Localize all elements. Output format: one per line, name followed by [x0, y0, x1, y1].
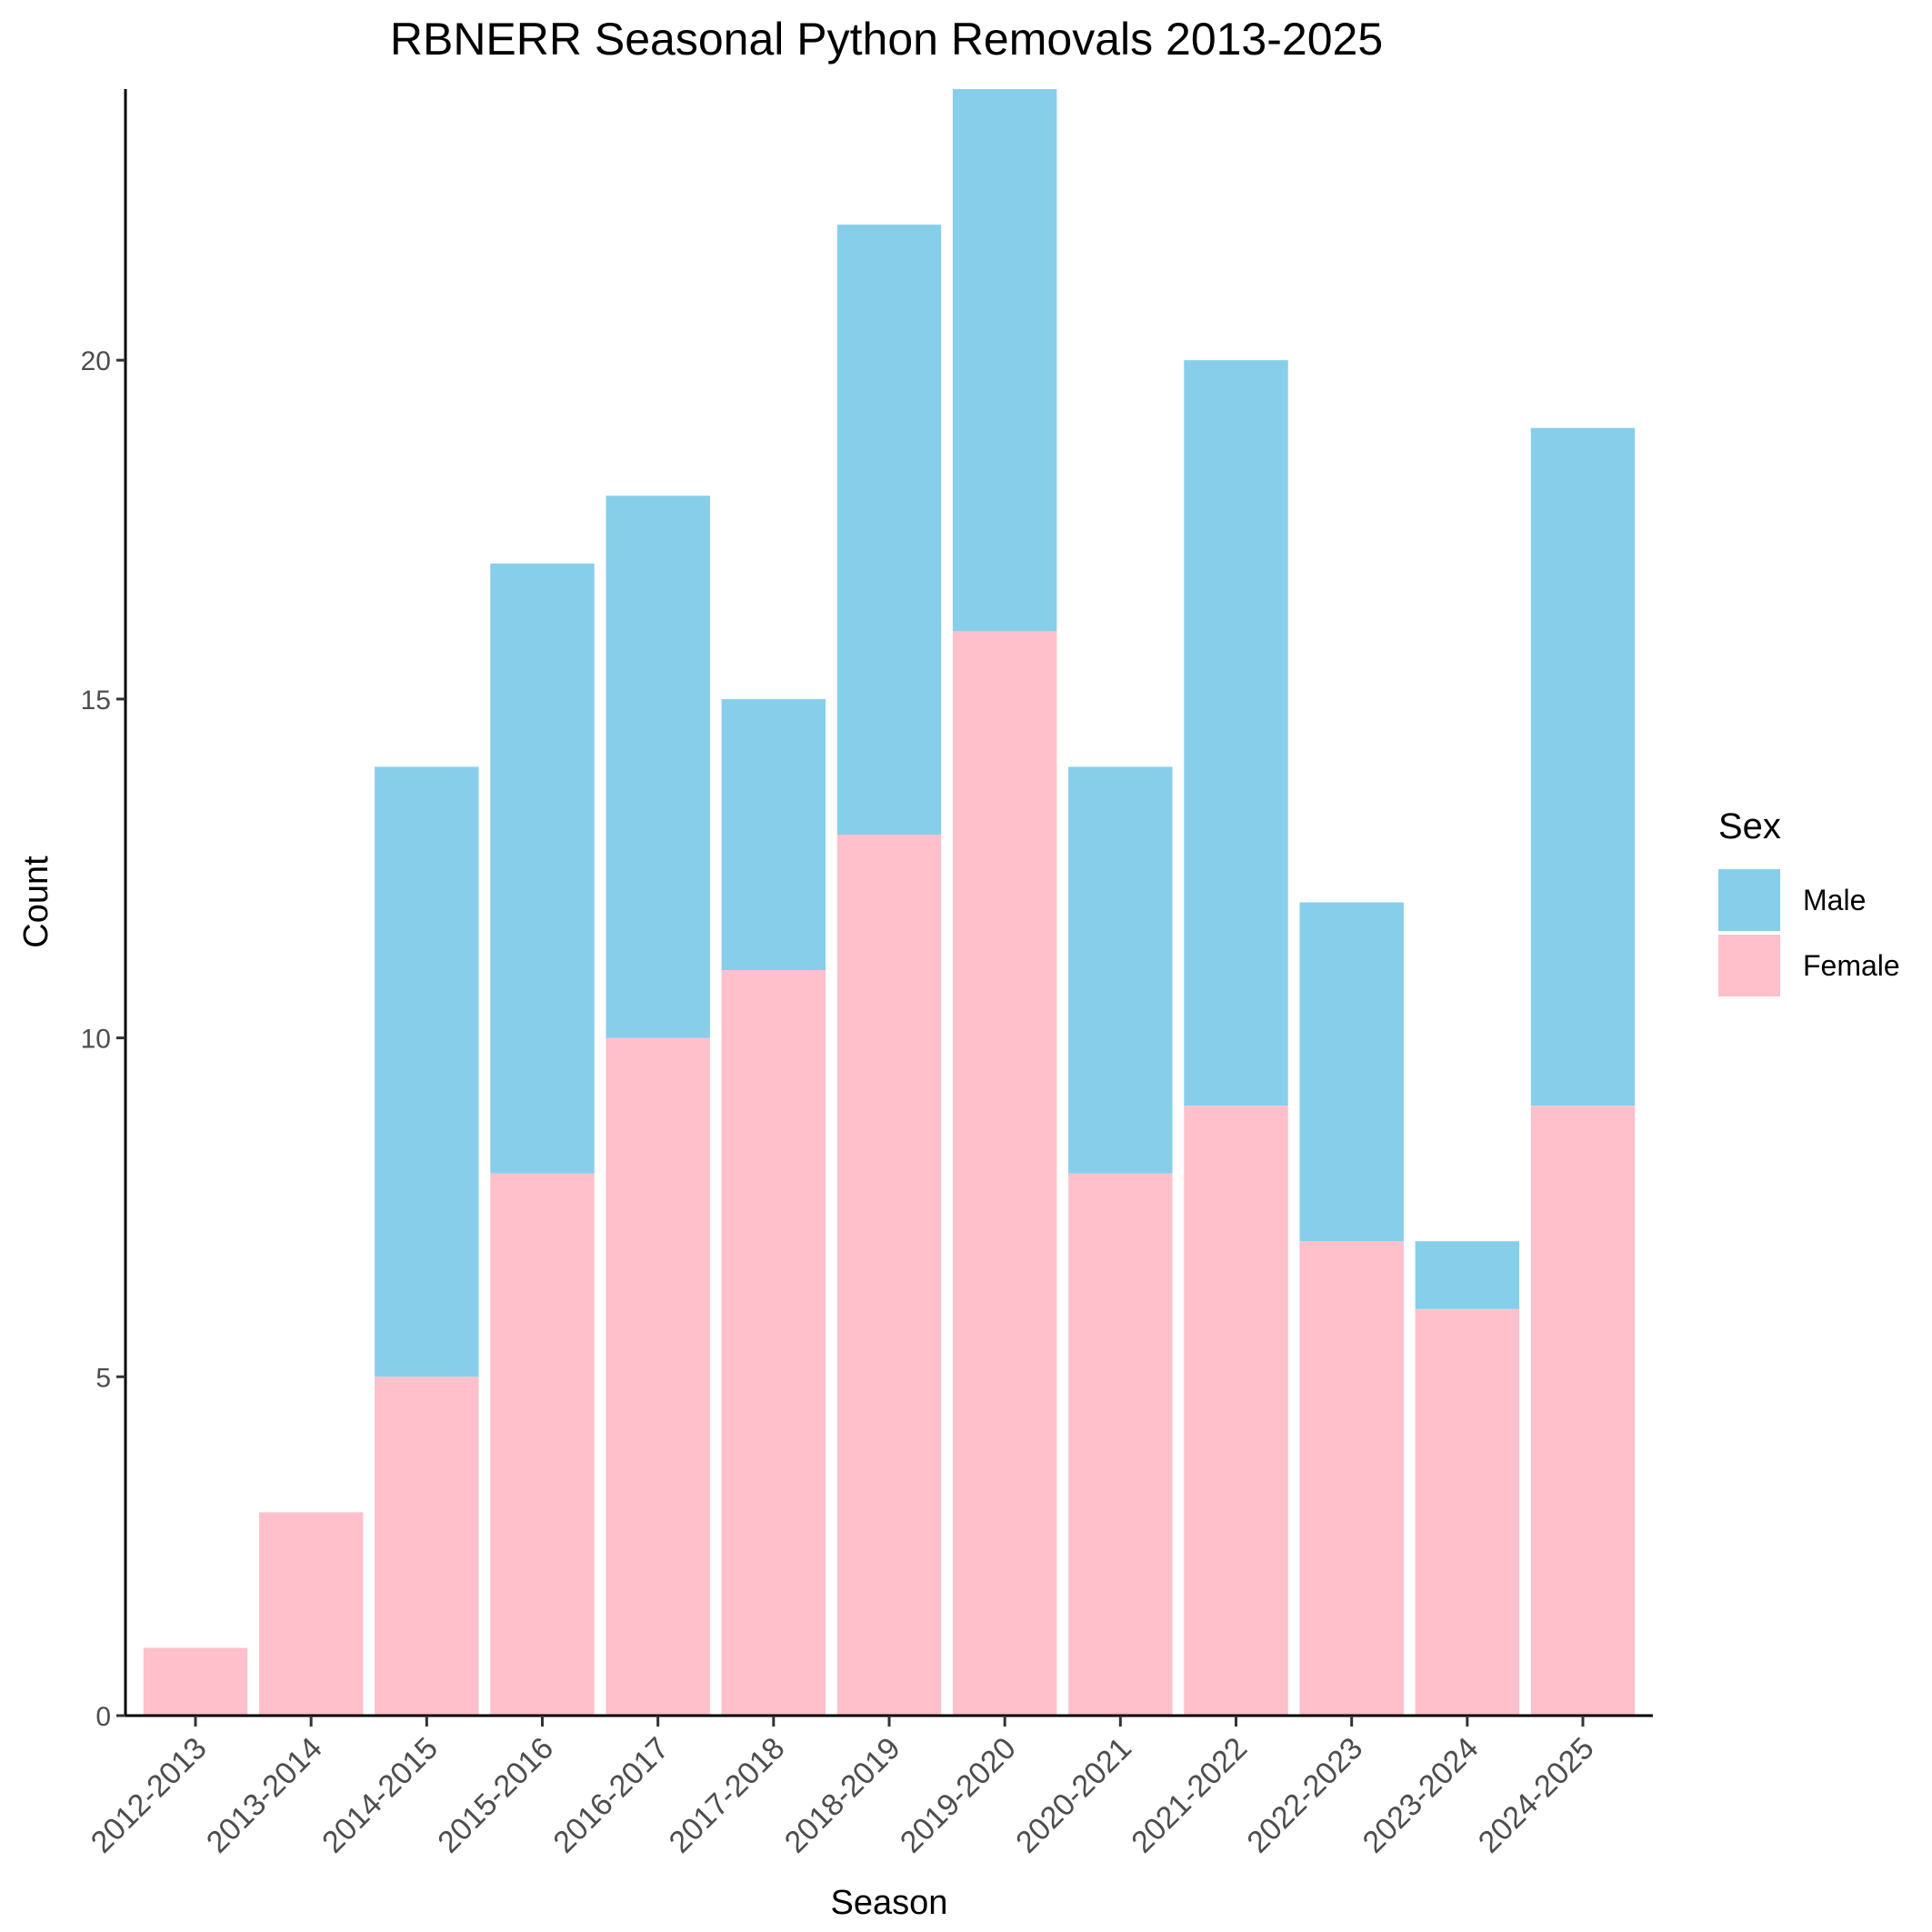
bar-male-2015-2016	[490, 563, 595, 1174]
x-tick-label: 2022-2023	[1240, 1731, 1369, 1860]
y-tick-label: 20	[81, 346, 111, 376]
bar-male-2017-2018	[721, 698, 826, 971]
y-tick-label: 15	[81, 686, 111, 716]
x-tick-label: 2019-2020	[894, 1731, 1023, 1860]
x-axis-title: Season	[831, 1884, 948, 1922]
bar-female-2019-2020	[952, 631, 1057, 1717]
y-tick-label: 5	[95, 1363, 111, 1393]
bar-female-2016-2017	[606, 1037, 710, 1716]
x-tick-label: 2021-2022	[1125, 1731, 1254, 1860]
bar-male-2018-2019	[836, 225, 942, 835]
bar-male-2023-2024	[1415, 1241, 1520, 1309]
bar-female-2012-2013	[143, 1647, 248, 1716]
bar-male-2021-2022	[1184, 360, 1288, 1106]
bar-female-2020-2021	[1068, 1173, 1173, 1716]
x-tick-label: 2020-2021	[1009, 1731, 1138, 1860]
legend-swatch-male	[1718, 869, 1780, 931]
bar-female-2015-2016	[490, 1173, 595, 1716]
x-tick-label: 2014-2015	[315, 1731, 445, 1860]
bar-female-2023-2024	[1415, 1308, 1520, 1716]
bar-female-2024-2025	[1530, 1106, 1636, 1716]
bar-female-2013-2014	[258, 1512, 364, 1716]
bar-female-2017-2018	[721, 970, 826, 1716]
x-tick-label: 2013-2014	[200, 1731, 329, 1860]
bars	[143, 89, 1636, 1717]
bar-male-2019-2020	[952, 89, 1057, 632]
legend-title: Sex	[1718, 806, 1781, 846]
y-tick-label: 10	[81, 1025, 111, 1055]
legend: Sex Male Female	[1718, 806, 1900, 996]
chart-title: RBNERR Seasonal Python Removals 2013-202…	[390, 14, 1383, 65]
bar-female-2018-2019	[836, 834, 942, 1716]
bar-male-2022-2023	[1299, 902, 1404, 1242]
legend-label-female: Female	[1803, 949, 1900, 982]
x-tick-label: 2012-2013	[85, 1731, 214, 1860]
y-tick-label: 0	[95, 1702, 111, 1732]
bar-female-2021-2022	[1184, 1106, 1288, 1716]
y-axis-title: Count	[17, 856, 55, 948]
y-ticks: 0 5 10 15 20	[81, 346, 125, 1732]
bar-male-2014-2015	[375, 766, 479, 1377]
bar-female-2022-2023	[1299, 1241, 1404, 1716]
bar-male-2016-2017	[606, 496, 710, 1038]
bar-male-2024-2025	[1530, 427, 1636, 1106]
x-tick-label: 2015-2016	[431, 1731, 560, 1860]
bar-male-2020-2021	[1068, 766, 1173, 1174]
bar-female-2014-2015	[375, 1376, 479, 1716]
legend-label-male: Male	[1803, 884, 1866, 916]
legend-swatch-female	[1718, 935, 1780, 996]
x-tick-label: 2016-2017	[546, 1731, 676, 1860]
x-tick-label: 2017-2018	[663, 1731, 792, 1860]
x-tick-label: 2024-2025	[1472, 1731, 1601, 1860]
x-tick-label: 2018-2019	[778, 1731, 907, 1860]
x-tick-label: 2023-2024	[1356, 1731, 1486, 1860]
x-ticks: 2012-20132013-20142014-20152015-20162016…	[85, 1716, 1601, 1860]
